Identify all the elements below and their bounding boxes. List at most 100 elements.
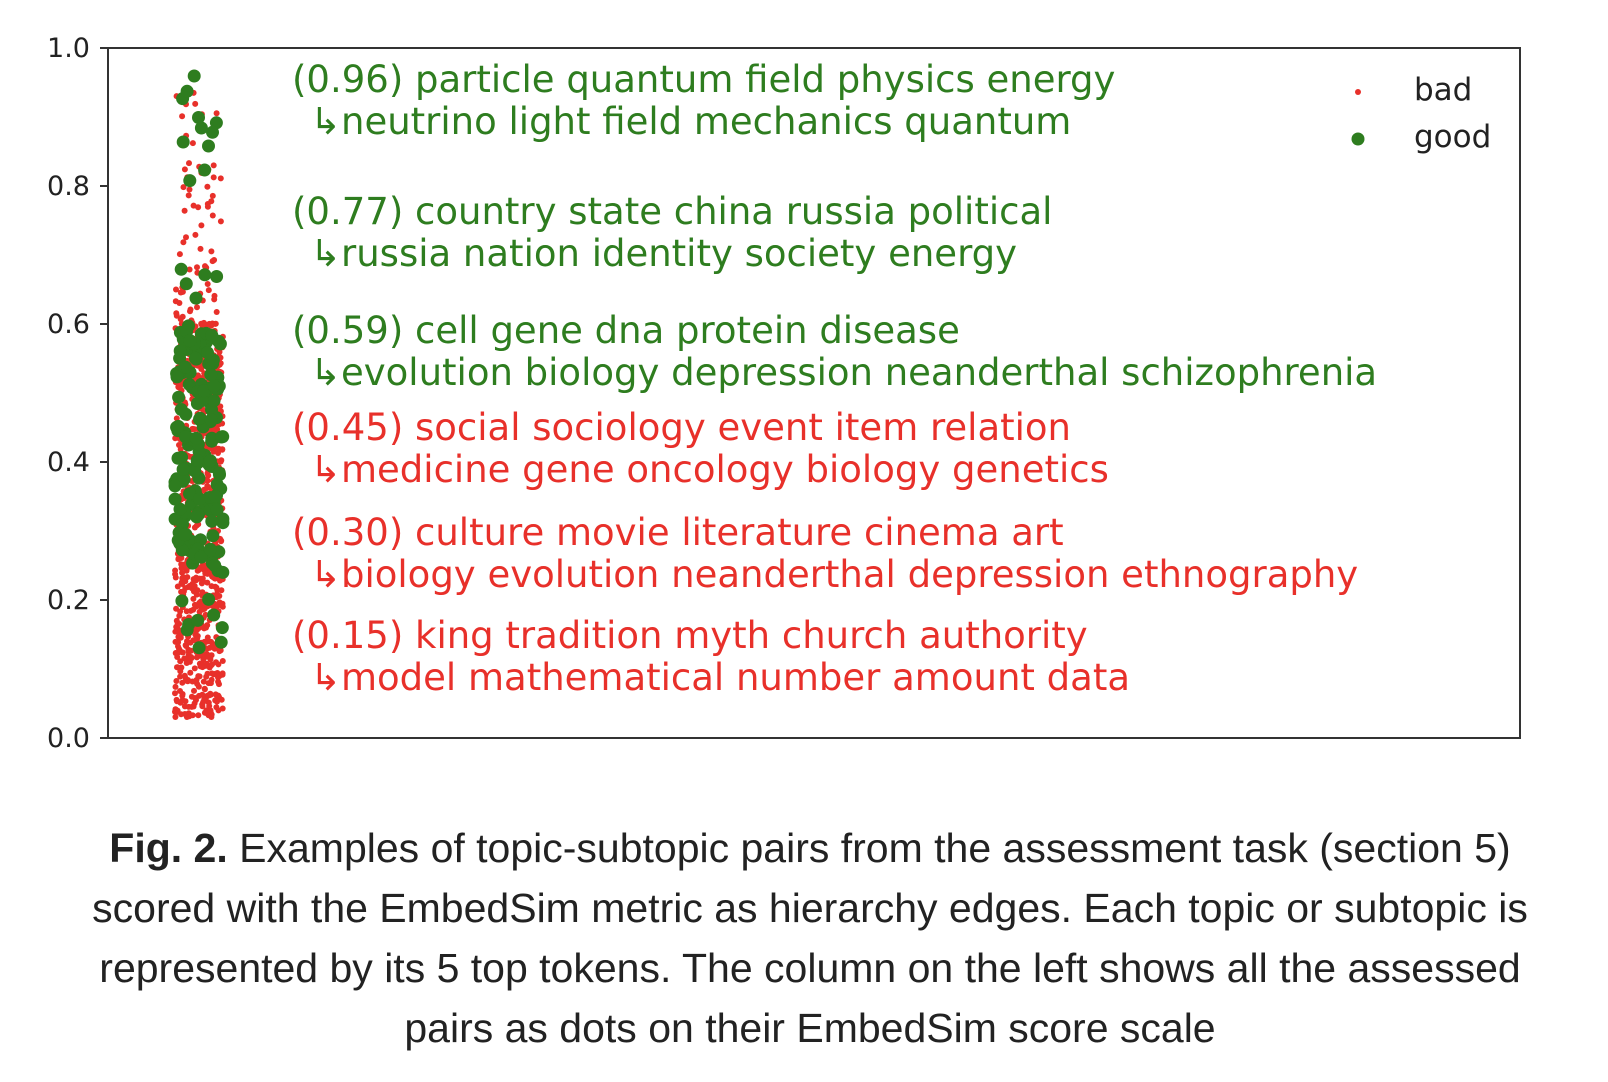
point-good — [174, 262, 188, 276]
annotation-topic-5: (0.15) king tradition myth church author… — [292, 614, 1088, 657]
point-good — [176, 135, 190, 149]
point-bad — [195, 673, 202, 680]
point-bad — [179, 288, 186, 295]
point-bad — [209, 212, 216, 219]
point-bad — [205, 287, 212, 294]
point-bad — [209, 192, 216, 199]
point-bad — [213, 110, 220, 117]
point-good — [170, 370, 184, 384]
caption-label: Fig. 2. — [109, 825, 228, 871]
point-bad — [216, 681, 222, 688]
point-bad — [186, 266, 193, 273]
point-bad — [172, 567, 179, 574]
point-bad — [181, 166, 188, 173]
point-good — [206, 125, 219, 139]
point-bad — [182, 585, 189, 592]
point-bad — [181, 207, 188, 214]
point-bad — [208, 676, 215, 683]
point-good — [194, 550, 208, 564]
point-bad — [213, 584, 220, 591]
point-bad — [187, 582, 193, 589]
point-bad — [179, 649, 186, 656]
caption-text: Examples of topic-subtopic pairs from th… — [92, 825, 1528, 1051]
point-good — [173, 502, 187, 516]
point-bad — [218, 537, 225, 544]
point-good — [207, 608, 221, 622]
annotation-topic-4: (0.30) culture movie literature cinema a… — [292, 511, 1064, 554]
point-bad — [202, 662, 209, 669]
point-bad — [190, 588, 197, 595]
point-bad — [210, 641, 217, 648]
point-bad — [197, 245, 204, 252]
point-bad — [204, 201, 211, 207]
point-bad — [204, 622, 211, 629]
point-good — [176, 462, 190, 476]
point-good — [210, 503, 224, 517]
point-bad — [176, 300, 183, 306]
point-bad — [175, 384, 182, 390]
point-bad — [212, 697, 219, 704]
point-bad — [199, 691, 206, 698]
point-bad — [208, 714, 215, 720]
point-bad — [178, 664, 185, 671]
point-bad — [182, 642, 189, 649]
point-bad — [208, 322, 215, 329]
point-good — [189, 351, 202, 365]
point-bad — [219, 658, 226, 664]
point-good — [189, 431, 203, 445]
y-tick-label-3: 0.6 — [47, 309, 90, 340]
point-bad — [191, 687, 197, 694]
point-good — [210, 270, 224, 283]
point-good — [180, 84, 194, 98]
point-bad — [186, 160, 192, 167]
point-bad — [173, 605, 180, 612]
point-good — [170, 420, 184, 434]
point-good — [190, 453, 204, 467]
point-bad — [184, 655, 191, 662]
point-bad — [179, 569, 186, 576]
point-good — [193, 492, 207, 506]
point-bad — [181, 672, 188, 679]
point-bad — [180, 574, 187, 581]
point-bad — [175, 627, 182, 634]
point-bad — [172, 683, 179, 690]
point-bad — [199, 589, 206, 596]
point-good — [198, 163, 212, 177]
annotation-topic-1: (0.77) country state china russia politi… — [292, 190, 1052, 233]
point-bad — [211, 296, 218, 303]
point-bad — [201, 685, 208, 692]
point-bad — [175, 555, 182, 562]
point-bad — [219, 603, 226, 610]
point-good — [204, 368, 218, 382]
point-good — [175, 543, 189, 557]
point-good — [179, 277, 193, 291]
point-bad — [211, 645, 218, 652]
point-good — [216, 565, 230, 579]
point-bad — [194, 304, 200, 311]
point-bad — [202, 611, 209, 618]
point-bad — [180, 184, 187, 191]
annotation-topic-0: (0.96) particle quantum field physics en… — [292, 58, 1115, 101]
point-bad — [186, 186, 193, 193]
point-bad — [208, 583, 215, 590]
point-bad — [200, 564, 207, 571]
point-bad — [215, 707, 222, 714]
point-good — [204, 413, 218, 427]
point-good — [214, 430, 228, 444]
point-good — [215, 621, 229, 635]
legend: bad good — [1351, 72, 1491, 155]
point-good — [203, 454, 217, 468]
legend-bad-label: bad — [1414, 72, 1472, 108]
point-good — [191, 613, 205, 627]
point-bad — [188, 647, 195, 654]
point-good — [190, 510, 204, 524]
point-good — [205, 514, 219, 528]
point-good — [202, 592, 216, 606]
point-good — [187, 69, 201, 83]
point-good — [189, 291, 203, 305]
annotation-subtopic-1: ↳russia nation identity society energy — [310, 232, 1017, 275]
point-bad — [172, 714, 179, 720]
point-bad — [176, 612, 183, 619]
point-bad — [195, 204, 202, 211]
point-bad — [181, 703, 188, 710]
